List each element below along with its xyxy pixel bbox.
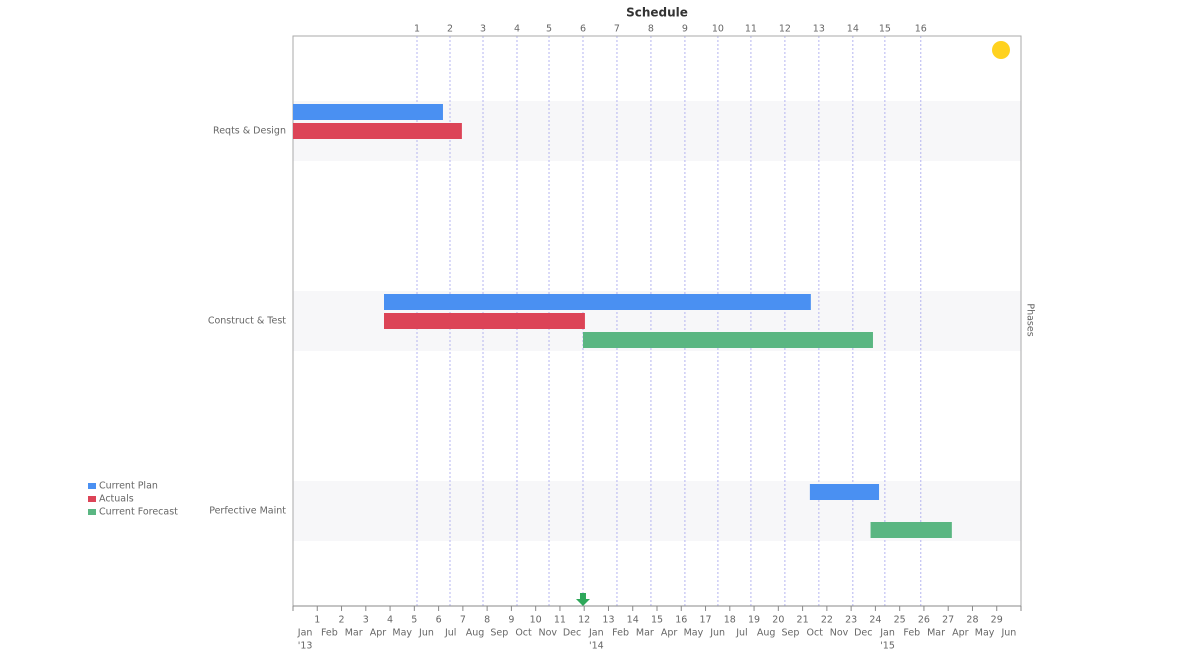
month-label: Feb <box>321 628 338 639</box>
top-tick-label: 15 <box>879 24 891 35</box>
legend-label: Current Plan <box>99 481 158 492</box>
x-tick-label: 13 <box>602 615 614 626</box>
x-tick-label: 25 <box>894 615 906 626</box>
y2-axis-label: Phases <box>1025 303 1036 336</box>
month-label: Jun <box>418 628 434 639</box>
x-tick-label: 21 <box>797 615 809 626</box>
month-label: Jul <box>735 628 747 639</box>
top-tick-label: 6 <box>580 24 586 35</box>
x-tick-label: 20 <box>772 615 784 626</box>
top-tick-label: 14 <box>847 24 859 35</box>
month-label: Jan <box>588 628 604 639</box>
status-indicator <box>992 41 1010 59</box>
year-label: '13 <box>298 641 313 652</box>
legend-label: Current Forecast <box>99 507 178 518</box>
x-tick-label: 3 <box>363 615 369 626</box>
x-tick-label: 1 <box>314 615 320 626</box>
month-label: Jan <box>879 628 895 639</box>
x-tick-label: 15 <box>651 615 663 626</box>
month-label: Oct <box>515 628 532 639</box>
top-tick-label: 4 <box>514 24 520 35</box>
year-label: '14 <box>589 641 604 652</box>
x-tick-label: 18 <box>724 615 736 626</box>
x-tick-label: 2 <box>339 615 345 626</box>
x-tick-label: 4 <box>387 615 393 626</box>
month-label: Apr <box>370 628 387 639</box>
month-label: May <box>975 628 995 639</box>
month-label: Jul <box>444 628 456 639</box>
x-tick-label: 14 <box>627 615 639 626</box>
y-tick-label: Perfective Maint <box>209 506 286 517</box>
x-tick-label: 24 <box>869 615 881 626</box>
month-label: May <box>684 628 704 639</box>
top-tick-label: 13 <box>813 24 825 35</box>
month-label: Dec <box>854 628 872 639</box>
y-tick-label: Reqts & Design <box>213 126 286 137</box>
today-marker <box>575 593 590 606</box>
year-label: '15 <box>880 641 895 652</box>
month-label: Mar <box>927 628 945 639</box>
x-tick-label: 17 <box>699 615 711 626</box>
x-tick-label: 11 <box>554 615 566 626</box>
x-tick-label: 7 <box>460 615 466 626</box>
x-tick-label: 22 <box>821 615 833 626</box>
month-label: Aug <box>466 628 485 639</box>
month-label: Dec <box>563 628 581 639</box>
chart-title: Schedule <box>626 6 688 20</box>
legend-swatch <box>88 483 96 489</box>
bar <box>293 123 462 139</box>
month-label: Sep <box>490 628 508 639</box>
x-tick-label: 9 <box>508 615 514 626</box>
legend-swatch <box>88 509 96 515</box>
month-label: Jun <box>709 628 725 639</box>
top-tick-label: 8 <box>648 24 654 35</box>
x-tick-label: 29 <box>991 615 1003 626</box>
x-tick-label: 27 <box>942 615 954 626</box>
top-tick-label: 3 <box>480 24 486 35</box>
x-tick-label: 12 <box>578 615 590 626</box>
bar <box>809 484 880 500</box>
month-label: Aug <box>757 628 776 639</box>
legend-label: Actuals <box>99 494 134 505</box>
month-label: Jun <box>1000 628 1016 639</box>
month-label: Oct <box>807 628 824 639</box>
x-tick-label: 19 <box>748 615 760 626</box>
top-tick-label: 10 <box>712 24 724 35</box>
top-tick-label: 7 <box>614 24 620 35</box>
month-label: Mar <box>345 628 363 639</box>
top-tick-label: 1 <box>414 24 420 35</box>
x-tick-label: 23 <box>845 615 857 626</box>
top-tick-label: 12 <box>779 24 791 35</box>
y-tick-label: Construct & Test <box>208 316 286 327</box>
x-tick-label: 5 <box>411 615 417 626</box>
month-label: Sep <box>782 628 800 639</box>
bar <box>384 313 585 329</box>
legend-swatch <box>88 496 96 502</box>
top-tick-label: 16 <box>915 24 927 35</box>
month-label: Jan <box>297 628 313 639</box>
top-tick-label: 9 <box>682 24 688 35</box>
month-label: Feb <box>612 628 629 639</box>
x-tick-label: 28 <box>966 615 978 626</box>
bar <box>293 104 443 120</box>
month-label: Feb <box>903 628 920 639</box>
month-label: Apr <box>952 628 969 639</box>
x-tick-label: 6 <box>436 615 442 626</box>
month-label: Nov <box>830 628 849 639</box>
top-tick-label: 2 <box>447 24 453 35</box>
top-tick-label: 5 <box>546 24 552 35</box>
month-label: Mar <box>636 628 654 639</box>
x-tick-label: 10 <box>530 615 542 626</box>
x-tick-label: 16 <box>675 615 687 626</box>
bar <box>582 332 873 348</box>
x-tick-label: 8 <box>484 615 490 626</box>
x-tick-label: 26 <box>918 615 930 626</box>
bar <box>870 522 952 538</box>
month-label: May <box>392 628 412 639</box>
month-label: Nov <box>539 628 558 639</box>
month-label: Apr <box>661 628 678 639</box>
top-tick-label: 11 <box>745 24 757 35</box>
bar <box>384 294 811 310</box>
